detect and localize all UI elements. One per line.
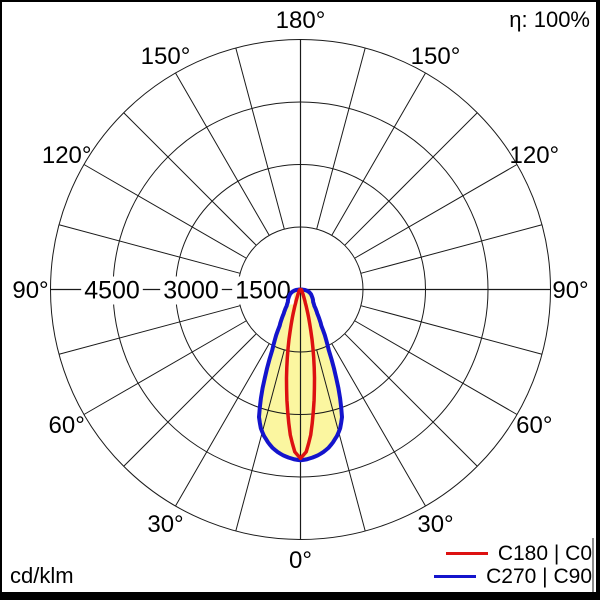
grid-spoke — [316, 349, 366, 532]
frame-right — [596, 0, 600, 600]
legend-label-c0: C180 | C0 — [497, 541, 592, 565]
grid-spoke — [123, 333, 257, 467]
ring-scale-label: 4500 — [84, 277, 140, 305]
ring-scale-label-bg — [81, 276, 143, 305]
grid-spoke — [83, 164, 247, 259]
angle-label-150-left: 150° — [141, 43, 191, 70]
legend-line-c90-icon — [434, 575, 477, 578]
efficiency-label: η: 100% — [509, 7, 590, 32]
legend-divider — [592, 538, 594, 598]
angle-label-30-left: 30° — [147, 511, 183, 538]
grid-spoke — [235, 349, 285, 532]
grid-spoke — [175, 72, 270, 236]
legend-line-c0-icon — [445, 552, 488, 555]
legend-item-c0: C180 | C0 — [432, 542, 592, 565]
curve-c270-c90 — [257, 287, 344, 463]
grid-spoke — [175, 343, 270, 507]
ring-scale-label: 3000 — [163, 277, 219, 305]
legend: C180 | C0 C270 | C90 — [432, 538, 594, 598]
frame-left — [0, 0, 2, 600]
angle-label-90-right: 90° — [552, 277, 588, 304]
grid-spoke — [360, 305, 543, 355]
grid-spoke — [360, 224, 543, 274]
grid-spoke — [344, 112, 478, 246]
grid-spoke — [58, 224, 241, 274]
grid-spoke — [331, 72, 426, 236]
unit-label: cd/klm — [10, 563, 74, 588]
frame-bottom — [0, 592, 600, 600]
grid-spoke — [344, 333, 478, 467]
angle-label-120-right: 120° — [510, 142, 560, 169]
grid-spoke — [354, 320, 518, 415]
angle-label-120-left: 120° — [42, 142, 92, 169]
angle-label-60-right: 60° — [516, 412, 552, 439]
ring-scale-label: 1500 — [235, 277, 291, 305]
curve-c180-c0 — [284, 287, 317, 461]
angle-label-90-left: 90° — [12, 277, 48, 304]
ring-scale-label-bg — [160, 276, 222, 305]
legend-label-c90: C270 | C90 — [486, 564, 592, 588]
grid-spoke — [83, 320, 247, 415]
angle-label-180: 180° — [276, 7, 326, 34]
angle-label-150-right: 150° — [411, 43, 461, 70]
grid-spoke — [316, 47, 366, 230]
grid-spoke — [331, 343, 426, 507]
ring-scale-label-bg — [232, 276, 294, 305]
frame-top — [0, 0, 600, 2]
grid-spoke — [58, 305, 241, 355]
angle-label-0: 0° — [289, 547, 312, 574]
angle-label-60-left: 60° — [49, 412, 85, 439]
legend-item-c90: C270 | C90 — [432, 565, 592, 588]
angle-label-30-right: 30° — [417, 511, 453, 538]
grid-spoke — [354, 164, 518, 259]
grid-spoke — [235, 47, 285, 230]
grid-spoke — [123, 112, 257, 246]
